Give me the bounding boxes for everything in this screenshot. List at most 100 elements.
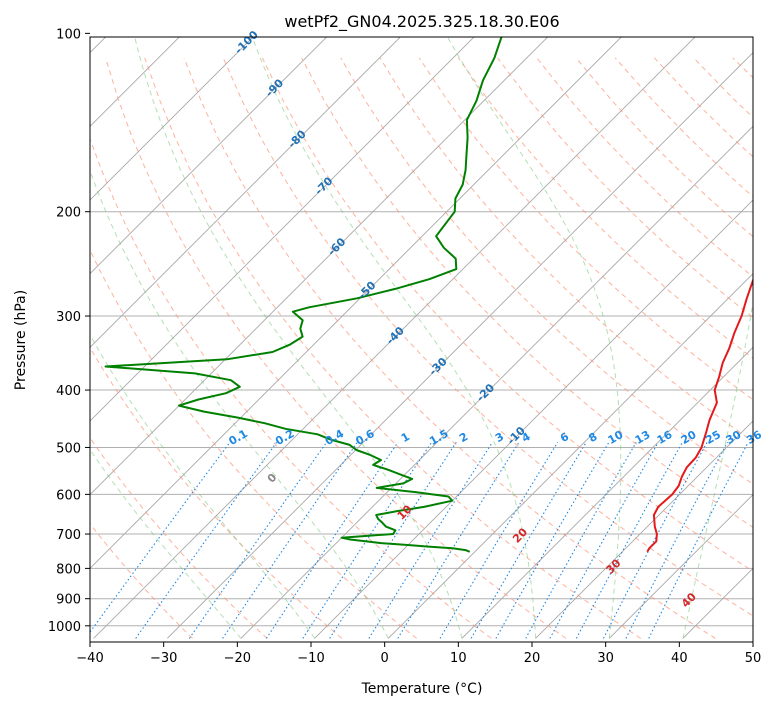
- mixing-ratio-line: [368, 442, 493, 639]
- mixing-ratio-label: 36: [744, 428, 764, 447]
- y-tick-label: 600: [56, 488, 81, 503]
- mixing-ratio-line: [265, 441, 399, 639]
- dry-adiabat: [418, 57, 753, 401]
- mixing-ratio-label: 30: [724, 428, 744, 447]
- mixing-ratio-label: 16: [655, 428, 675, 447]
- isotherm-line: [93, 37, 696, 639]
- temperature-line: [646, 277, 753, 553]
- mixing-ratio-line: [525, 442, 637, 639]
- mixing-ratio-line: [576, 442, 683, 639]
- x-axis-ticks: −40 −30 −20 −10 0 10 20 30 40 50: [76, 642, 761, 666]
- mixing-ratio-line: [603, 442, 708, 639]
- isotherm-label: -40: [384, 324, 407, 347]
- moist-adiabat-label: 20: [510, 525, 530, 545]
- dry-adiabat: [90, 436, 268, 639]
- mixing-ratio-line: [135, 441, 278, 639]
- isotherm-line: [757, 33, 775, 638]
- isotherm-line: [314, 199, 753, 639]
- moist-adiabat: [251, 37, 537, 639]
- y-tick-label: 200: [56, 206, 81, 221]
- x-tick-label: 50: [745, 651, 762, 666]
- dry-adiabat: [614, 57, 753, 198]
- isotherm-line: [240, 125, 753, 639]
- mixing-ratio-line: [439, 442, 559, 639]
- dry-adiabat: [90, 249, 417, 639]
- isotherm-label: -90: [263, 76, 286, 99]
- dry-adiabat: [301, 57, 753, 528]
- isotherm-line: [90, 37, 622, 569]
- x-axis-label: Temperature (°C): [361, 681, 483, 697]
- x-tick-label: −10: [297, 651, 324, 666]
- moist-adiabat: [446, 37, 622, 639]
- mixing-ratio-label: 0.6: [353, 427, 377, 448]
- isotherm-label: -70: [312, 174, 335, 197]
- mixing-ratio-label: 10: [606, 428, 626, 447]
- isotherm-line: [90, 37, 475, 422]
- isotherm-label: -60: [325, 235, 348, 258]
- dry-adiabat: [575, 57, 753, 238]
- x-tick-label: 40: [671, 651, 688, 666]
- moist-adiabat-label: 30: [604, 556, 624, 576]
- dewpoint-line: [104, 37, 503, 553]
- isotherm-line: [682, 567, 753, 639]
- dry-adiabat: [497, 57, 753, 318]
- mixing-ratio-label: 4: [519, 430, 532, 445]
- mixing-ratio-line: [397, 442, 520, 639]
- y-tick-label: 500: [56, 441, 81, 456]
- mixing-ratio-label: 1.5: [427, 427, 450, 448]
- x-tick-label: −20: [224, 651, 251, 666]
- x-tick-label: 10: [450, 651, 467, 666]
- mixing-ratio-line: [470, 442, 587, 639]
- dry-adiabat: [261, 57, 753, 572]
- isotherm-line: [90, 37, 328, 275]
- moist-adiabat: [90, 333, 316, 639]
- y-tick-label: 300: [56, 310, 81, 325]
- dry-adiabat: [144, 57, 641, 639]
- y-tick-label: 700: [56, 528, 81, 543]
- isotherm-label: -80: [286, 127, 309, 150]
- x-tick-label: −30: [150, 651, 177, 666]
- mixing-ratio-line: [222, 441, 358, 639]
- y-axis-ticks: 100 200 300 400 500 600 700 800 900 1000: [48, 27, 90, 635]
- moist-adiabat: [90, 448, 242, 639]
- x-tick-label: 30: [597, 651, 614, 666]
- y-tick-label: 900: [56, 593, 81, 608]
- dry-adiabat: [105, 57, 567, 639]
- mixing-ratio-label: 8: [586, 430, 599, 445]
- x-tick-label: 0: [381, 651, 389, 666]
- y-tick-label: 400: [56, 384, 81, 399]
- isotherm-label: -20: [474, 381, 497, 404]
- mixing-ratio-label: 1: [399, 430, 412, 445]
- mixing-ratio-line: [329, 441, 457, 639]
- plot-frame: [89, 36, 754, 643]
- dry-adiabat: [654, 57, 753, 158]
- y-tick-label: 100: [56, 27, 81, 42]
- y-tick-label: 800: [56, 562, 81, 577]
- dry-adiabat: [183, 57, 716, 639]
- mixing-ratio-line: [625, 442, 728, 639]
- isotherm-line: [461, 346, 753, 639]
- isotherm-line: [90, 37, 549, 496]
- y-tick-label: 1000: [48, 620, 81, 635]
- moist-adiabat: [682, 299, 753, 639]
- dry-adiabat: [340, 57, 753, 485]
- dry-adiabat: [90, 346, 343, 639]
- moist-adiabat-label: 10: [395, 502, 415, 522]
- y-axis-label: Pressure (hPa): [13, 290, 29, 390]
- sounding-lines: [104, 37, 753, 553]
- mixing-ratio-line: [648, 442, 749, 639]
- isotherm-line: [535, 420, 753, 639]
- dry-adiabat: [222, 57, 753, 617]
- dry-adiabat: [90, 523, 193, 639]
- mixing-ratio-label: 2: [457, 430, 470, 445]
- isotherm-line: [608, 494, 753, 639]
- isotherm-line: [166, 52, 753, 639]
- mixing-ratio-line: [549, 442, 659, 639]
- x-tick-label: 20: [524, 651, 541, 666]
- isotherm-line: [90, 37, 254, 201]
- mixing-ratio-line: [302, 441, 433, 639]
- reference-lines: [90, 37, 753, 639]
- moist-adiabat-label: 40: [679, 590, 699, 610]
- mixing-ratio-label: 0.1: [227, 427, 250, 448]
